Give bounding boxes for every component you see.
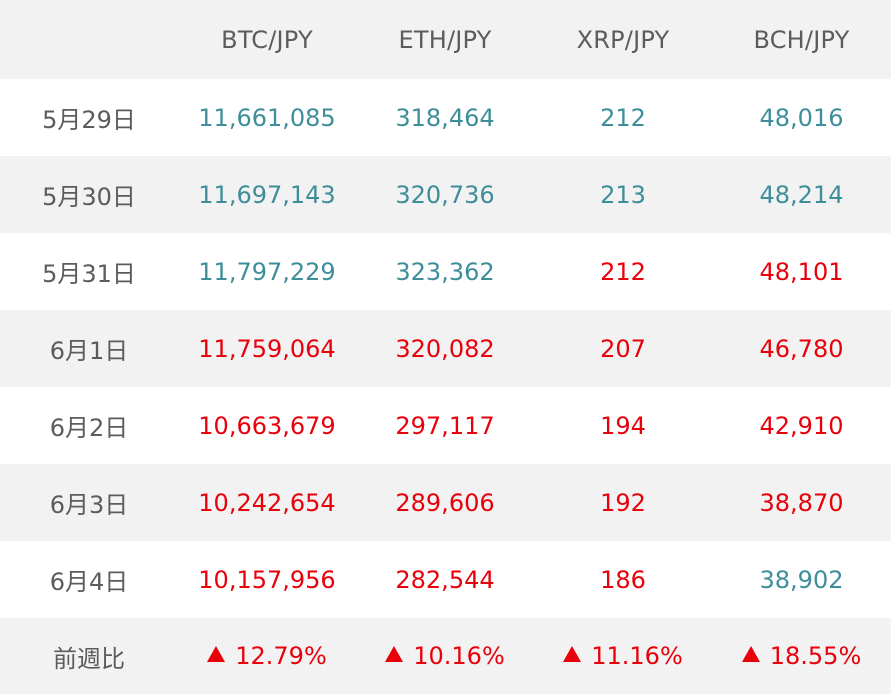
xrp-price-cell: 207: [534, 310, 712, 387]
table-row: 5月30日 11,697,143 320,736 213 48,214: [0, 156, 891, 233]
btc-price-cell: 11,759,064: [178, 310, 356, 387]
xrp-price-cell: 192: [534, 464, 712, 541]
date-cell: 6月1日: [0, 310, 178, 387]
bch-price-cell: 48,101: [712, 233, 891, 310]
eth-price-cell: 320,736: [356, 156, 534, 233]
btc-price-cell: 10,663,679: [178, 387, 356, 464]
table-row: 6月3日 10,242,654 289,606 192 38,870: [0, 464, 891, 541]
table-row: 6月4日 10,157,956 282,544 186 38,902: [0, 541, 891, 618]
xrp-price-cell: 212: [534, 233, 712, 310]
change-percent: 12.79%: [235, 642, 327, 670]
btc-price-cell: 11,797,229: [178, 233, 356, 310]
eth-price-cell: 289,606: [356, 464, 534, 541]
triangle-up-icon: [741, 646, 760, 662]
date-cell: 6月3日: [0, 464, 178, 541]
change-percent: 18.55%: [769, 642, 862, 670]
xrp-price-cell: 186: [534, 541, 712, 618]
date-cell: 6月2日: [0, 387, 178, 464]
xrp-jpy-header: XRP/JPY: [534, 0, 712, 79]
eth-price-cell: 318,464: [356, 79, 534, 156]
eth-price-cell: 323,362: [356, 233, 534, 310]
xrp-price-cell: 212: [534, 79, 712, 156]
change-percent: 11.16%: [591, 642, 683, 670]
date-column-header: [0, 0, 178, 79]
weekly-change-label: 前週比: [0, 618, 178, 694]
table-row: 5月31日 11,797,229 323,362 212 48,101: [0, 233, 891, 310]
bch-weekly-change: 18.55%: [712, 618, 891, 694]
btc-price-cell: 11,661,085: [178, 79, 356, 156]
bch-price-cell: 38,902: [712, 541, 891, 618]
triangle-up-icon: [385, 646, 404, 662]
eth-price-cell: 320,082: [356, 310, 534, 387]
btc-price-cell: 10,157,956: [178, 541, 356, 618]
xrp-weekly-change: 11.16%: [534, 618, 712, 694]
btc-price-cell: 10,242,654: [178, 464, 356, 541]
bch-price-cell: 42,910: [712, 387, 891, 464]
btc-weekly-change: 12.79%: [178, 618, 356, 694]
change-percent: 10.16%: [413, 642, 505, 670]
table-row: 5月29日 11,661,085 318,464 212 48,016: [0, 79, 891, 156]
xrp-price-cell: 213: [534, 156, 712, 233]
eth-price-cell: 282,544: [356, 541, 534, 618]
date-cell: 5月30日: [0, 156, 178, 233]
eth-price-cell: 297,117: [356, 387, 534, 464]
xrp-price-cell: 194: [534, 387, 712, 464]
bch-price-cell: 46,780: [712, 310, 891, 387]
bch-price-cell: 48,016: [712, 79, 891, 156]
date-cell: 6月4日: [0, 541, 178, 618]
bch-price-cell: 48,214: [712, 156, 891, 233]
table-row: 6月2日 10,663,679 297,117 194 42,910: [0, 387, 891, 464]
date-cell: 5月29日: [0, 79, 178, 156]
date-cell: 5月31日: [0, 233, 178, 310]
bch-jpy-header: BCH/JPY: [712, 0, 891, 79]
eth-jpy-header: ETH/JPY: [356, 0, 534, 79]
table-row: 6月1日 11,759,064 320,082 207 46,780: [0, 310, 891, 387]
bch-price-cell: 38,870: [712, 464, 891, 541]
btc-price-cell: 11,697,143: [178, 156, 356, 233]
eth-weekly-change: 10.16%: [356, 618, 534, 694]
weekly-change-row: 前週比 12.79% 10.16% 11.16% 18.55%: [0, 618, 891, 694]
triangle-up-icon: [207, 646, 226, 662]
triangle-up-icon: [563, 646, 582, 662]
btc-jpy-header: BTC/JPY: [178, 0, 356, 79]
header-row: BTC/JPY ETH/JPY XRP/JPY BCH/JPY: [0, 0, 891, 79]
